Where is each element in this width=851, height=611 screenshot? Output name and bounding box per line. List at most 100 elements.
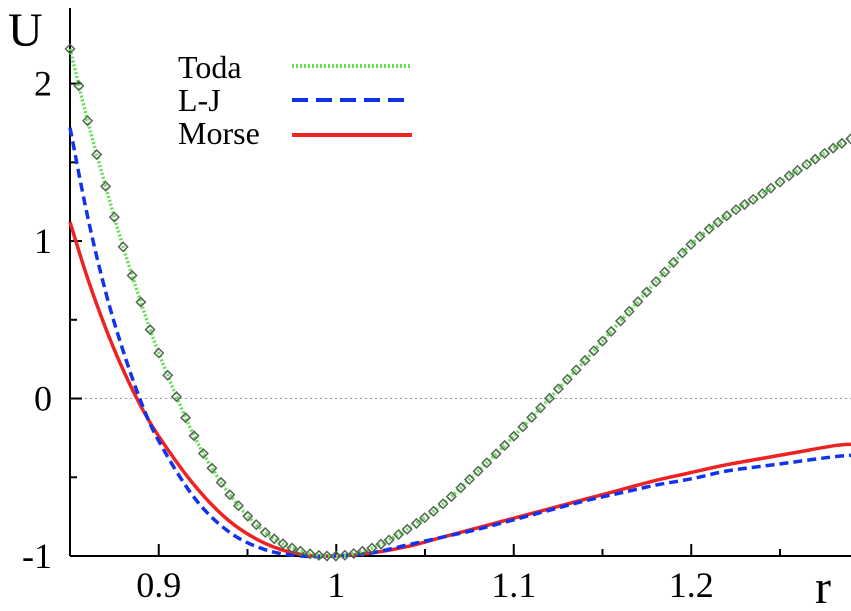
data-marker [126,269,138,282]
data-marker [393,528,405,541]
data-marker [526,411,538,423]
x-tick-label: 1.1 [491,565,536,605]
data-marker [801,158,813,171]
y-axis-title: U [8,4,43,57]
data-marker [215,476,227,489]
data-marker [313,549,325,561]
data-marker [144,324,156,336]
data-marker [561,373,573,385]
data-marker [100,180,112,192]
data-marker [623,305,635,317]
data-marker [552,383,564,395]
data-marker [508,430,520,442]
data-marker [774,176,786,188]
data-marker [375,538,387,550]
data-marker [765,182,777,194]
data-marker [232,500,244,512]
data-marker [250,519,262,531]
data-marker [197,447,209,460]
data-marker [472,465,484,477]
data-marker [791,164,804,176]
data-marker [410,517,422,529]
data-marker [135,296,147,308]
data-marker [756,188,769,200]
data-marker [463,473,476,486]
data-marker [535,402,547,414]
data-marker [738,198,751,211]
data-marker [783,170,795,182]
data-marker [330,550,342,562]
legend-label-toda: Toda [178,49,242,85]
y-tick-label: -1 [22,536,52,576]
data-marker [108,211,120,223]
data-marker [685,238,697,251]
data-marker [64,43,76,55]
data-marker [659,266,671,278]
y-tick-label: 0 [34,379,52,419]
data-marker [614,315,627,327]
data-marker [667,256,680,268]
data-marker [694,230,706,243]
data-marker [277,538,289,550]
data-marker [162,369,174,381]
data-marker [170,391,182,403]
data-marker [543,392,556,404]
data-marker [676,247,688,259]
x-axis-title: r [815,561,831,611]
data-marker [242,510,254,522]
data-marker [179,412,192,424]
x-tick-label: 1 [327,565,345,605]
data-marker [401,523,413,535]
data-marker [304,548,316,560]
data-marker [455,482,467,494]
series-layer [68,48,851,559]
data-marker [348,548,360,560]
data-marker [188,430,200,442]
data-marker [836,137,848,149]
data-marker [605,325,617,338]
y-tick-label: 2 [34,64,52,104]
data-marker [721,210,733,222]
data-marker [294,545,307,557]
y-tick-label: 1 [34,221,52,261]
legend-label-morse: Morse [178,115,260,151]
data-marker [570,364,582,376]
data-marker [632,296,644,308]
data-marker [321,550,333,562]
data-marker [650,276,662,288]
data-marker [268,533,280,545]
data-marker [819,147,831,159]
data-marker [490,448,502,460]
data-marker [259,526,271,539]
legend-label-lj: L-J [178,82,221,118]
data-marker [91,149,103,161]
data-marker [641,286,653,298]
ticks-layer: -1 0 1 2 0.9 1 1.1 1.2 [22,64,781,605]
data-marker [73,80,85,92]
data-marker [703,223,715,235]
data-marker [366,542,378,554]
data-marker [383,534,395,546]
data-marker [827,142,839,154]
data-marker [499,439,511,451]
data-marker [419,512,431,524]
data-marker [356,545,368,557]
series-line-toda [68,48,851,558]
markers-layer [64,43,851,562]
data-marker [206,462,218,474]
data-marker [153,347,165,359]
data-marker [481,457,493,469]
data-marker [445,491,457,503]
x-tick-label: 0.9 [136,565,181,605]
data-marker [730,204,742,216]
legend: Toda L-J Morse [178,49,412,151]
data-marker [224,489,236,501]
plot-frame [69,8,851,557]
data-marker [588,345,600,357]
data-marker [82,115,94,127]
data-marker [747,193,759,205]
data-marker [286,542,298,554]
data-marker [339,549,351,561]
series-line-morse [68,221,851,558]
